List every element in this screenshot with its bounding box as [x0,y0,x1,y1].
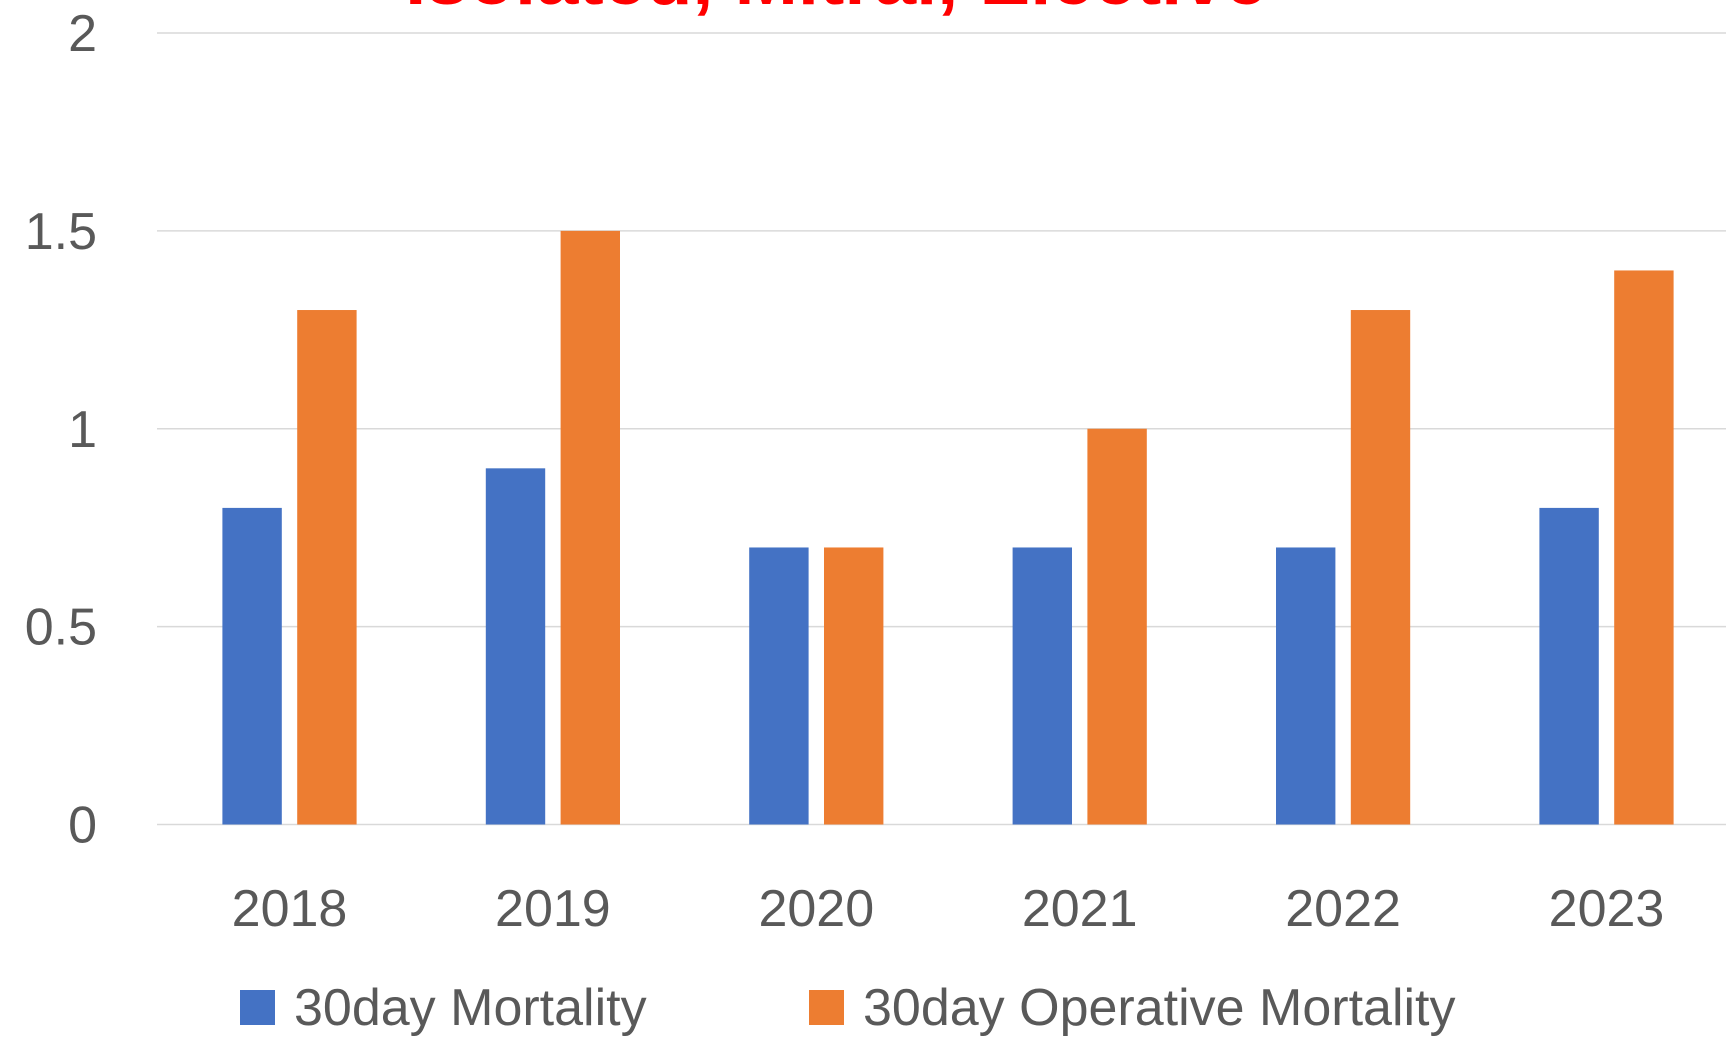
y-tick-label: 1.5 [25,203,97,261]
bar [1614,270,1674,825]
y-tick-label: 0 [68,797,97,855]
bar [1012,547,1072,825]
bar [749,547,809,825]
legend-label: 30day Operative Mortality [863,979,1456,1037]
legend-swatch [240,990,275,1025]
bar [297,310,357,825]
bar [485,468,546,825]
bar [1350,310,1411,825]
bar [1539,507,1599,825]
y-tick-label: 0.5 [25,599,97,657]
x-tick-label: 2019 [495,880,611,938]
y-tick-label: 2 [68,5,97,63]
bar [222,507,282,825]
legend-label: 30day Mortality [294,979,647,1037]
x-tick-label: 2021 [1022,880,1138,938]
x-tick-label: 2023 [1549,880,1665,938]
x-tick-label: 2020 [758,880,874,938]
bar [1087,428,1147,825]
x-tick-label: 2022 [1285,880,1401,938]
x-tick-label: 2018 [232,880,348,938]
bar [560,230,620,825]
bar [1276,547,1336,825]
y-tick-label: 1 [68,401,97,459]
legend-swatch [809,990,844,1025]
chart-title: Isolated, Mitral, Elective [405,0,1267,21]
bar [824,547,884,825]
